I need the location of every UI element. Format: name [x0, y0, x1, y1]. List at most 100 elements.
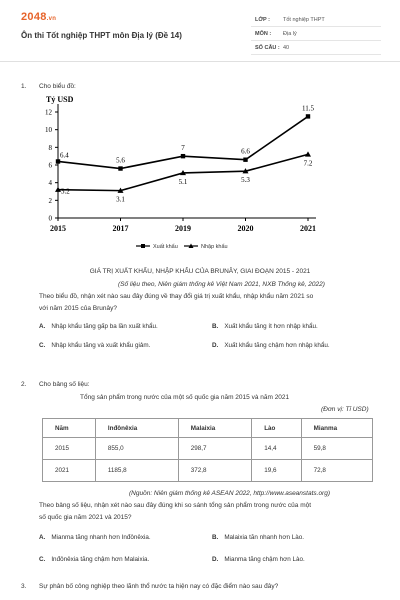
import-point: [180, 169, 186, 176]
series-line-export: [57, 115, 309, 170]
table-title: Tổng sản phẩm trong nước của một số quốc…: [80, 394, 290, 401]
x-tick-label: 2020: [238, 224, 254, 233]
legend-export-marker: [141, 244, 145, 248]
x-tick-label: 2021: [300, 224, 316, 233]
table-cell: 14,4: [251, 437, 302, 460]
question-1-text-line-2: với năm 2015 của Brunây?: [39, 305, 117, 312]
y-tick-label: 8: [49, 144, 53, 152]
data-label: 5.6: [116, 157, 125, 165]
question-1-option-a[interactable]: A. Nhập khẩu tăng gấp ba lần xuất khẩu.: [39, 323, 158, 330]
chart-source: (Số liệu theo, Niên giám thống kê Việt N…: [118, 281, 325, 288]
question-2-text-line-2: số quốc gia năm 2021 và 2015?: [39, 514, 132, 521]
table-header-row: Năm Inđônêxia Malaixia Lào Mianma: [42, 418, 374, 438]
question-2-option-c[interactable]: C. Inđônêxia tăng chậm hơn Malaixia.: [39, 556, 149, 563]
question-2-option-b[interactable]: B. Malaixia tăn nhanh hơn Lào.: [212, 534, 304, 541]
data-label: 7.2: [304, 159, 313, 167]
table-cell: 1185,8: [94, 459, 179, 482]
option-letter: C.: [39, 342, 46, 349]
question-3-prompt: Sự phân bố công nghiệp theo lãnh thổ nướ…: [39, 583, 279, 590]
y-tick-label: 4: [49, 179, 53, 187]
table-row: 2015 855,0 298,7 14,4 59,8: [42, 437, 374, 460]
y-tick-label: 0: [49, 215, 53, 223]
meta-count-row: SỐ CÂU : 40: [251, 42, 381, 55]
question-2-text-line-1: Theo bảng số liệu, nhận xét nào sau đây …: [39, 502, 312, 509]
question-1-option-b[interactable]: B. Xuất khẩu tăng ít hơn nhập khẩu.: [212, 323, 318, 330]
table-cell: 2015: [42, 437, 96, 460]
option-text: Inđônêxia tăng chậm hơn Malaixia.: [51, 556, 150, 563]
exam-title: Ôn thi Tốt nghiệp THPT môn Địa lý (Đề 14…: [21, 31, 182, 40]
table-row: 2021 1185,8 372,8 19,6 72,8: [42, 459, 374, 482]
option-text: Mianma tăng chậm hơn Lào.: [224, 556, 305, 563]
table-cell: 855,0: [94, 437, 179, 460]
table-cell: 298,7: [177, 437, 253, 460]
page-header: 2048.vn Ôn thi Tốt nghiệp THPT môn Địa l…: [0, 0, 400, 62]
option-text: Mianma tăng nhanh hơn Inđônêxia.: [51, 534, 151, 541]
option-text: Nhập khẩu tăng gấp ba lần xuất khẩu.: [51, 323, 158, 330]
table-header-cell: Malaixia: [177, 418, 253, 438]
question-1-number: 1.: [21, 83, 27, 90]
y-tick-label: 12: [45, 109, 53, 117]
option-letter: D.: [212, 556, 219, 563]
meta-subject-value: Địa lý: [283, 31, 297, 37]
table-cell: 19,6: [251, 459, 302, 482]
question-1-text-line-1: Theo biểu đồ, nhận xét nào sau đây đúng …: [39, 293, 314, 300]
option-text: Xuất khẩu tăng ít hơn nhập khẩu.: [224, 323, 318, 330]
table-header-cell: Mianma: [300, 418, 374, 438]
data-label: 6.6: [241, 148, 250, 156]
data-label: 5.3: [241, 176, 250, 184]
meta-count-key: SỐ CÂU :: [255, 45, 280, 51]
option-text: Nhập khẩu tăng và xuất khẩu giảm.: [51, 342, 151, 349]
data-label: 7: [181, 144, 185, 152]
data-label: 11.5: [302, 104, 314, 112]
x-tick-label: 2017: [113, 224, 129, 233]
table-unit: (Đơn vị: Tỉ USD): [321, 406, 369, 413]
table-cell: 2021: [42, 459, 96, 482]
export-import-line-chart: Tỷ USD 0 2 4 6 8 10 12 2015 2017 2019 2020 2021 6.4 5…: [45, 95, 316, 250]
export-point: [180, 153, 186, 159]
import-point: [117, 187, 124, 193]
import-point: [55, 186, 61, 192]
option-letter: B.: [212, 534, 219, 541]
meta-class-key: LỚP :: [255, 17, 270, 23]
data-label: 6.4: [60, 151, 69, 159]
option-letter: B.: [212, 323, 219, 330]
option-letter: C.: [39, 556, 46, 563]
y-tick-label: 10: [45, 126, 53, 134]
question-1-option-c[interactable]: C. Nhập khẩu tăng và xuất khẩu giảm.: [39, 342, 150, 349]
legend-import-label: Nhập khẩu: [201, 243, 228, 250]
question-1-prompt: Cho biểu đồ:: [39, 83, 76, 90]
chart-axes: Tỷ USD 0 2 4 6 8 10 12 2015 2017 2019 2020 2021: [45, 95, 316, 233]
meta-count-value: 40: [283, 45, 290, 51]
option-text: Malaixia tăn nhanh hơn Lào.: [224, 534, 305, 541]
table-cell: 59,8: [300, 437, 374, 460]
site-logo[interactable]: 2048.vn: [21, 11, 57, 23]
y-axis-title: Tỷ USD: [46, 95, 74, 104]
option-letter: A.: [39, 323, 46, 330]
option-letter: D.: [212, 342, 219, 349]
y-tick-label: 6: [49, 162, 53, 170]
question-2-number: 2.: [21, 381, 27, 388]
question-1-option-d[interactable]: D. Xuất khẩu tăng chậm hơn nhập khẩu.: [212, 342, 330, 349]
meta-subject-key: MÔN :: [255, 31, 272, 37]
table-cell: 372,8: [177, 459, 253, 482]
question-2-option-d[interactable]: D. Mianma tăng chậm hơn Lào.: [212, 556, 305, 563]
question-2-prompt: Cho bảng số liệu:: [39, 381, 90, 388]
meta-subject-row: MÔN : Địa lý: [251, 28, 381, 41]
table-source: (Nguồn: Niên giám thống kê ASEAN 2022, h…: [129, 490, 331, 497]
legend-export-label: Xuất khẩu: [153, 243, 178, 250]
x-tick-label: 2019: [175, 224, 191, 233]
question-2-option-a[interactable]: A. Mianma tăng nhanh hơn Inđônêxia.: [39, 534, 151, 541]
table-header-cell: Lào: [251, 418, 302, 438]
meta-class-value: Tốt nghiệp THPT: [283, 17, 325, 23]
table-cell: 72,8: [300, 459, 374, 482]
question-3-number: 3.: [21, 583, 27, 590]
table-header-cell: Inđônêxia: [94, 418, 179, 438]
gdp-table: Năm Inđônêxia Malaixia Lào Mianma 2015 8…: [42, 418, 374, 482]
export-point: [118, 166, 123, 171]
data-label: 3.2: [61, 188, 70, 196]
data-label: 5.1: [179, 178, 188, 186]
export-point: [243, 157, 248, 162]
export-point: [305, 114, 311, 119]
x-tick-label: 2015: [50, 224, 66, 233]
table-header-cell: Năm: [42, 418, 96, 438]
